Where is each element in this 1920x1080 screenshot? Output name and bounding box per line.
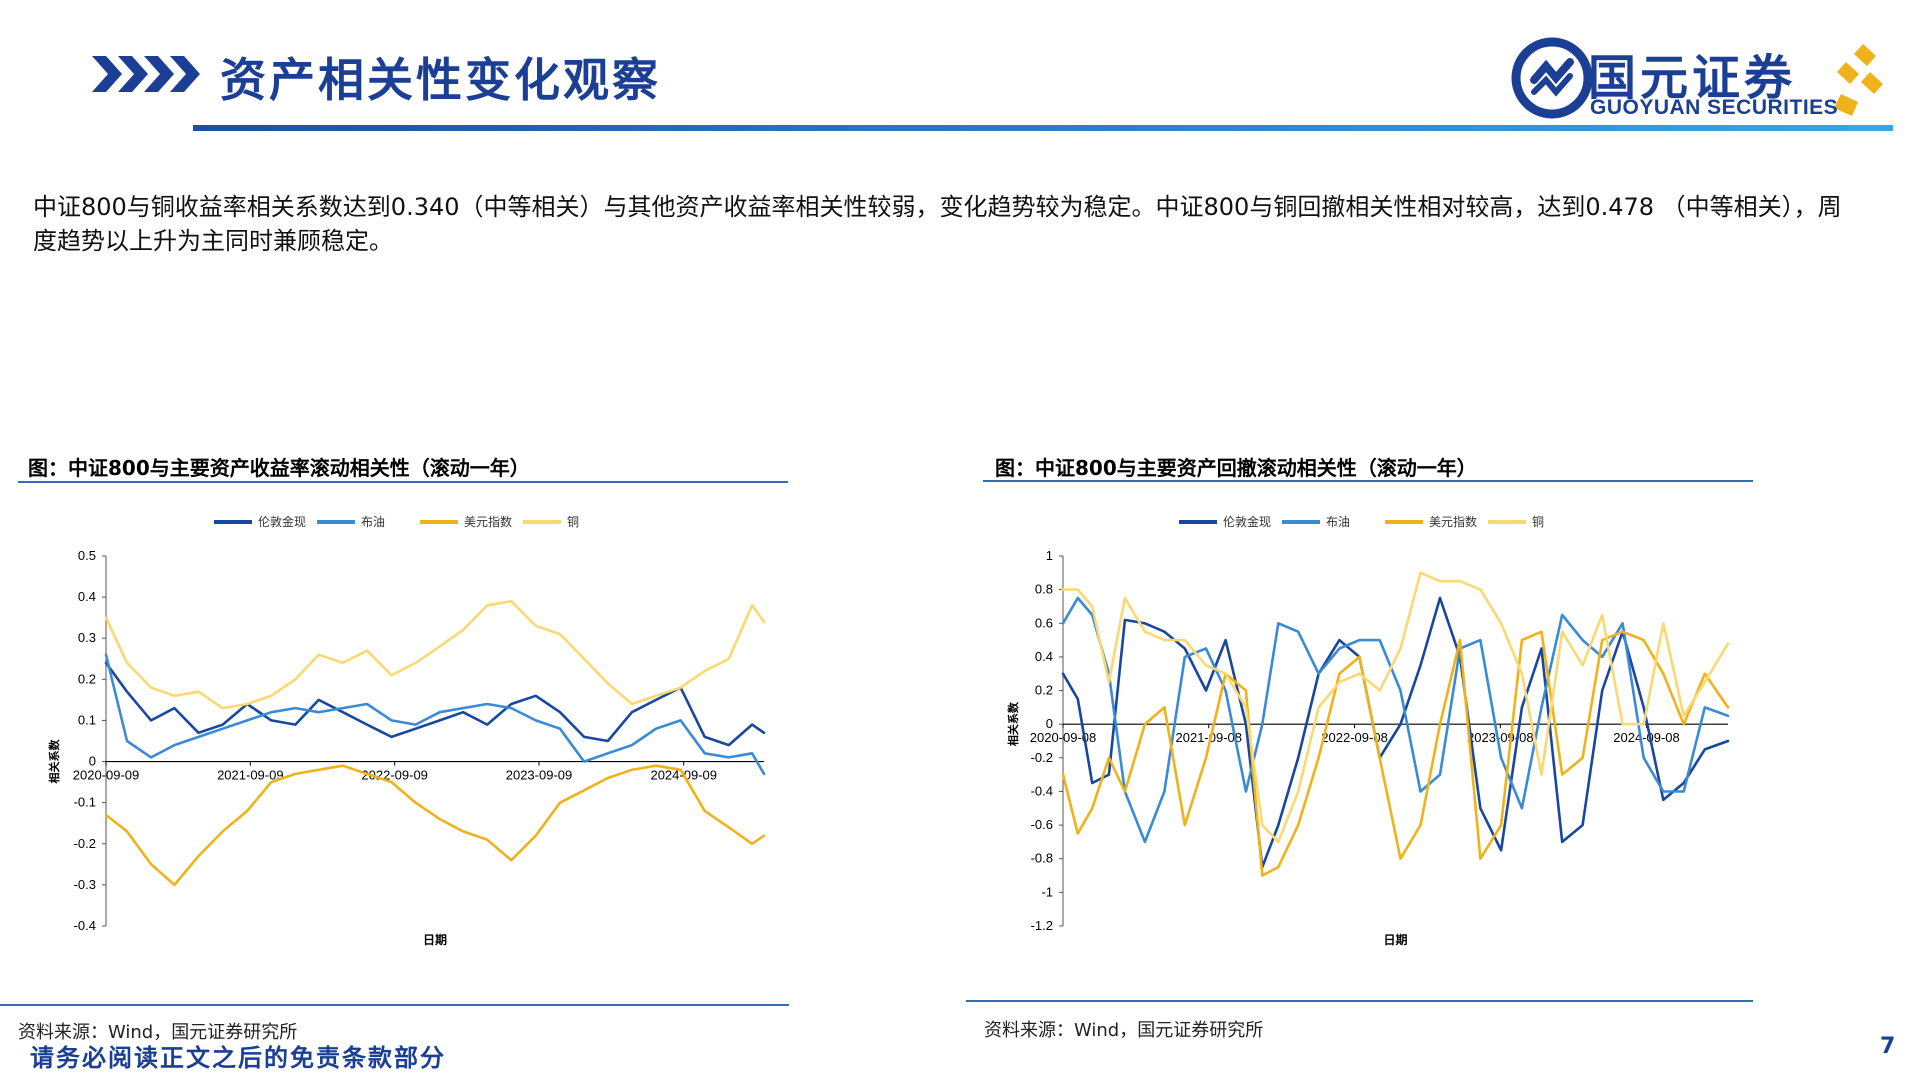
series-line-3 [104,764,766,887]
y-tick-label: -1 [1041,884,1053,899]
y-tick-label: -0.1 [74,795,96,810]
legend-label-2: 布油 [1326,515,1350,529]
logo-english-name: GUOYUAN SECURITIES [1590,96,1839,119]
series-line-3 [1061,630,1730,877]
guoyuan-logo-icon [1511,37,1883,119]
y-tick-label: -0.4 [74,918,96,933]
left-chart-title-rule [18,481,788,483]
legend-label-3: 美元指数 [1429,514,1477,529]
y-tick-label: 0.6 [1035,615,1053,630]
left-chart-title: 图：中证800与主要资产收益率滚动相关性（滚动一年） [28,456,530,480]
left-chart-bottom-rule [0,1004,789,1006]
page-number: 7 [1880,1034,1896,1059]
right-drawdown-correlation-chart: 伦敦金现 布油 美元指数 铜 1 0.8 0.6 0.4 0.2 0 -0.2 -0.4 -0.6 -0.… [1006,514,1730,947]
y-tick-label: 0.2 [1035,683,1053,698]
y-tick-label: 0.5 [78,548,96,563]
y-tick-label: 0.2 [78,671,96,686]
y-tick-label: 0.4 [1035,649,1053,664]
x-tick-label: 2021-09-08 [1176,730,1243,745]
logo-chinese-name: 国元证券 [1588,50,1797,106]
legend-label-4: 铜 [1532,514,1544,529]
header-divider [193,125,1893,131]
right-chart-title-rule [983,480,1753,482]
series-line-4 [104,599,766,710]
y-tick-label: -0.3 [74,877,96,892]
legend-label-3: 美元指数 [464,514,512,529]
y-tick-label: 0.1 [78,712,96,727]
y-axis-title: 相关系数 [1006,701,1020,746]
y-tick-label: 1 [1046,548,1053,563]
y-axis-title: 相关系数 [47,739,61,784]
page-title: 资产相关性变化观察 [220,53,661,107]
legend-label-1: 伦敦金现 [1223,514,1271,529]
y-tick-label: -0.2 [1031,750,1053,765]
y-tick-label: 0.3 [78,630,96,645]
y-tick-label: -0.2 [74,836,96,851]
right-chart-bottom-rule [966,1000,1753,1002]
y-tick-label: -0.6 [1031,817,1053,832]
y-tick-label: 0.4 [78,589,96,604]
y-tick-label: -0.8 [1031,851,1053,866]
legend-label-2: 布油 [361,515,385,529]
series-line-2 [104,653,766,776]
x-axis-title: 日期 [1383,932,1407,947]
legend-label-4: 铜 [567,514,579,529]
disclaimer-text: 请务必阅读正文之后的免责条款部分 [30,1043,446,1072]
x-tick-label: 2024-09-08 [1613,730,1680,745]
x-tick-label: 2020-09-08 [1030,730,1097,745]
y-tick-label: -1.2 [1031,918,1053,933]
y-tick-label: 0.8 [1035,582,1053,597]
legend-label-1: 伦敦金现 [258,514,306,529]
y-tick-label: -0.4 [1031,783,1053,798]
x-axis-title: 日期 [423,932,447,947]
series-line-1 [104,661,766,747]
right-chart-source: 资料来源：Wind，国元证券研究所 [984,1020,1264,1041]
right-chart-title: 图：中证800与主要资产回撤滚动相关性（滚动一年） [995,456,1477,480]
left-chart-source: 资料来源：Wind，国元证券研究所 [18,1022,298,1043]
header-chevrons-icon [92,56,200,92]
x-tick-label: 2020-09-09 [73,768,140,783]
summary-paragraph: 中证800与铜收益率相关系数达到0.340（中等相关）与其他资产收益率相关性较弱… [33,193,1842,255]
x-tick-label: 2022-09-08 [1321,730,1388,745]
series-line-4 [1061,571,1730,844]
x-tick-label: 2021-09-09 [217,768,284,783]
x-tick-label: 2023-09-08 [1467,730,1534,745]
left-correlation-chart: 伦敦金现 布油 美元指数 铜 0.5 0.4 0.3 0.2 0.1 0 -0.1 -0.2 -0.3 -… [47,514,766,947]
y-tick-label: 0 [89,754,96,769]
y-tick-label: 0 [1046,716,1053,731]
x-tick-label: 2023-09-09 [506,768,573,783]
